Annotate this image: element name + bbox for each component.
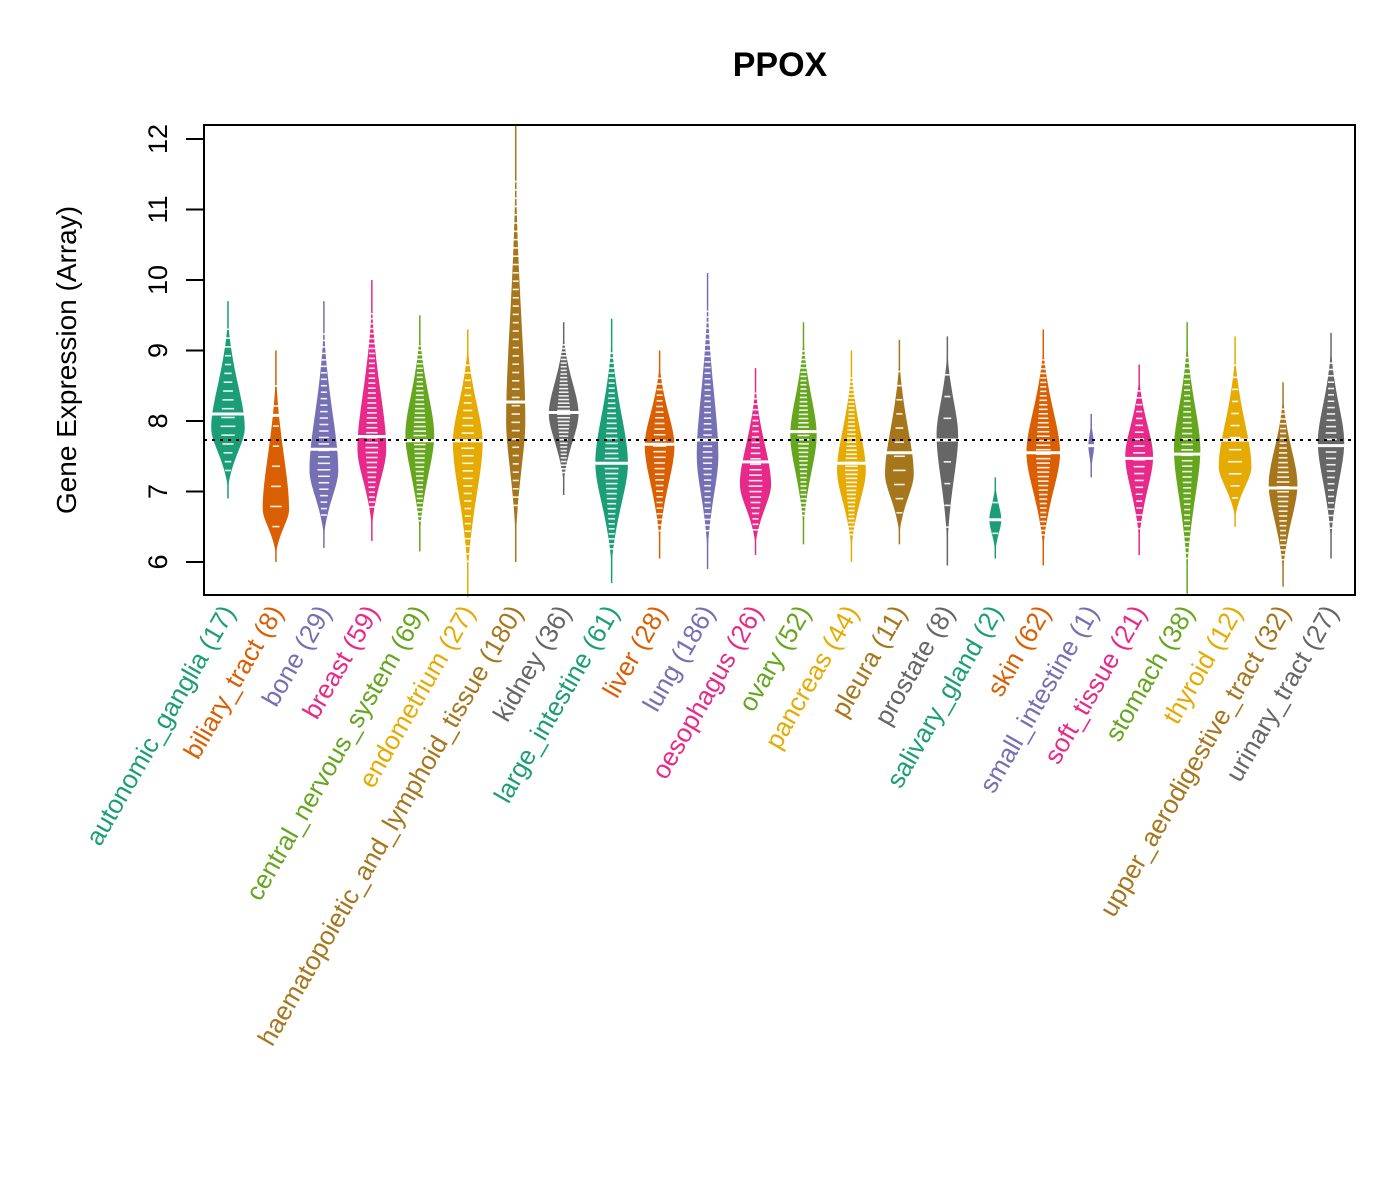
violin-body <box>357 305 387 528</box>
violin-group <box>209 124 1347 598</box>
x-axis-labels: autonomic_ganglia (17)biliary_tract (8)b… <box>79 600 1344 1051</box>
violin-upper_aerodigestive_tract <box>1266 382 1300 587</box>
violin-small_intestine <box>1086 413 1097 478</box>
violin-autonomic_ganglia <box>209 301 247 499</box>
y-tick-label: 9 <box>143 343 173 358</box>
violin-biliary_tract <box>260 350 292 562</box>
violin-body <box>548 336 579 483</box>
violin-lung <box>694 272 721 570</box>
violin-stomach <box>1171 322 1203 594</box>
violin-body <box>405 333 435 534</box>
violin-body <box>885 360 914 534</box>
y-tick-label: 8 <box>143 413 173 428</box>
y-tick-label: 12 <box>143 124 173 154</box>
violin-body <box>1026 347 1061 549</box>
violin-bone <box>307 301 341 548</box>
violin-prostate <box>934 336 961 566</box>
violin-salivary_gland <box>987 477 1004 559</box>
violin-endometrium <box>450 329 485 598</box>
violin-breast <box>355 280 389 541</box>
violin-thyroid <box>1216 336 1254 527</box>
violin-body <box>506 169 526 541</box>
chart-title: PPOX <box>733 46 828 84</box>
violin-pancreas <box>835 350 868 562</box>
y-axis: 6 7 8 9 10 11 12 <box>143 124 204 570</box>
violin-body <box>1268 397 1298 572</box>
violin-body <box>452 346 483 574</box>
violin-skin <box>1024 329 1063 566</box>
violin-haematopoietic_and_lymphoid_tissue <box>504 124 528 562</box>
y-tick-label: 11 <box>143 195 173 223</box>
violin-large_intestine <box>593 318 630 584</box>
y-tick-label: 7 <box>143 484 173 499</box>
violin-pleura <box>883 339 916 545</box>
violin-body <box>696 300 719 553</box>
violin-body <box>790 339 817 528</box>
y-tick-label: 6 <box>143 554 173 569</box>
plot-frame <box>203 124 1356 596</box>
violin-soft_tissue <box>1123 364 1156 555</box>
violin-urinary_tract <box>1315 332 1347 559</box>
violin-kidney <box>546 322 581 496</box>
violin-body <box>1173 341 1201 573</box>
violin-body <box>936 351 959 546</box>
violin-body <box>644 364 675 542</box>
violin-body <box>211 320 245 488</box>
violin-central_nervous_system <box>403 315 437 552</box>
violin-ovary <box>788 322 819 545</box>
violin-body <box>262 374 290 555</box>
y-axis-label: Gene Expression (Array) <box>51 206 82 514</box>
y-tick-label: 10 <box>143 265 173 295</box>
violin-liver <box>642 350 677 559</box>
violin-oesophagus <box>737 368 774 555</box>
